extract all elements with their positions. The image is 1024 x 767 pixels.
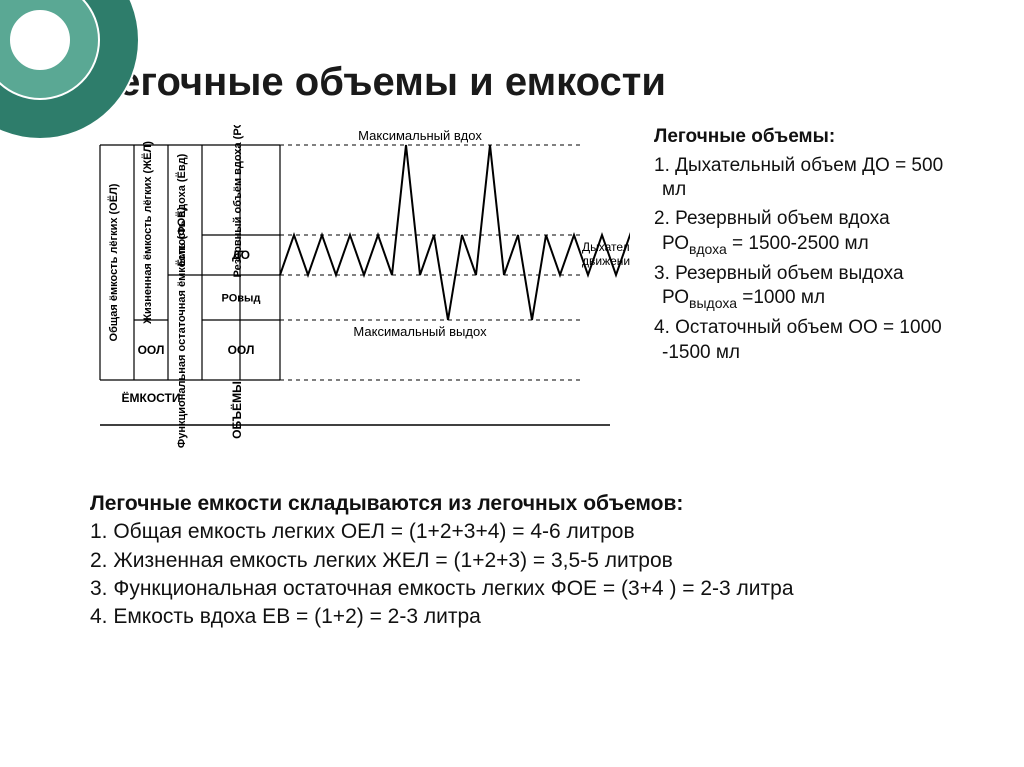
lung-capacities-text: Легочные емкости складываются из легочны… <box>90 490 954 632</box>
svg-text:Функциональная остаточная ёмко: Функциональная остаточная ёмкость (ФОЁ) <box>175 207 188 449</box>
volume-item-2: 2. Резервный объем вдоха РОвдоха = 1500-… <box>654 207 954 258</box>
capacity-line-4: 4. Емкость вдоха ЕВ = (1+2) = 2-3 литра <box>90 603 954 631</box>
svg-text:Общая ёмкость лёгких (ОЁЛ): Общая ёмкость лёгких (ОЁЛ) <box>107 183 120 341</box>
volume-item-4: 4. Остаточный объем ОО = 1000 -1500 мл <box>654 316 954 365</box>
volume-item-3: 3. Резервный объем выдоха РОвыдоха =1000… <box>654 262 954 313</box>
corner-decoration <box>0 0 140 140</box>
svg-text:Максимальный вдох: Максимальный вдох <box>358 128 482 143</box>
spirogram-svg: Общая ёмкость лёгких (ОЁЛ) Жизненная ёмко… <box>90 125 630 455</box>
svg-text:Дыхательные: Дыхательные <box>582 240 630 254</box>
slide: Легочные объемы и емкости Общая ёмкость … <box>0 0 1024 652</box>
volume-item-1: 1. Дыхательный объем ДО = 500 мл <box>654 154 954 203</box>
capacity-line-2: 2. Жизненная емкость легких ЖЕЛ = (1+2+3… <box>90 547 954 575</box>
svg-text:ДО: ДО <box>232 248 250 262</box>
volumes-header: Легочные объемы: <box>654 125 954 150</box>
svg-text:ООЛ: ООЛ <box>228 343 255 357</box>
svg-text:ООЛ: ООЛ <box>138 343 165 357</box>
svg-text:движения: движения <box>582 254 630 268</box>
capacities-header: Легочные емкости складываются из легочны… <box>90 490 954 518</box>
spirogram-diagram: Общая ёмкость лёгких (ОЁЛ) Жизненная ёмко… <box>90 125 630 460</box>
capacity-line-1: 1. Общая емкость легких ОЕЛ = (1+2+3+4) … <box>90 518 954 546</box>
top-row: Общая ёмкость лёгких (ОЁЛ) Жизненная ёмко… <box>90 125 954 460</box>
svg-text:Жизненная ёмкость лёгких (ЖЁЛ): Жизненная ёмкость лёгких (ЖЁЛ) <box>141 141 154 325</box>
capacity-line-3: 3. Функциональная остаточная емкость лег… <box>90 575 954 603</box>
slide-title: Легочные объемы и емкости <box>90 60 954 105</box>
svg-text:ОБЪЁМЫ: ОБЪЁМЫ <box>229 381 244 439</box>
svg-text:ЁМКОСТИ: ЁМКОСТИ <box>121 390 180 405</box>
svg-text:Максимальный выдох: Максимальный выдох <box>353 324 487 339</box>
lung-volumes-list: Легочные объемы: 1. Дыхательный объем ДО… <box>654 125 954 370</box>
svg-text:РОвыд: РОвыд <box>222 293 261 305</box>
